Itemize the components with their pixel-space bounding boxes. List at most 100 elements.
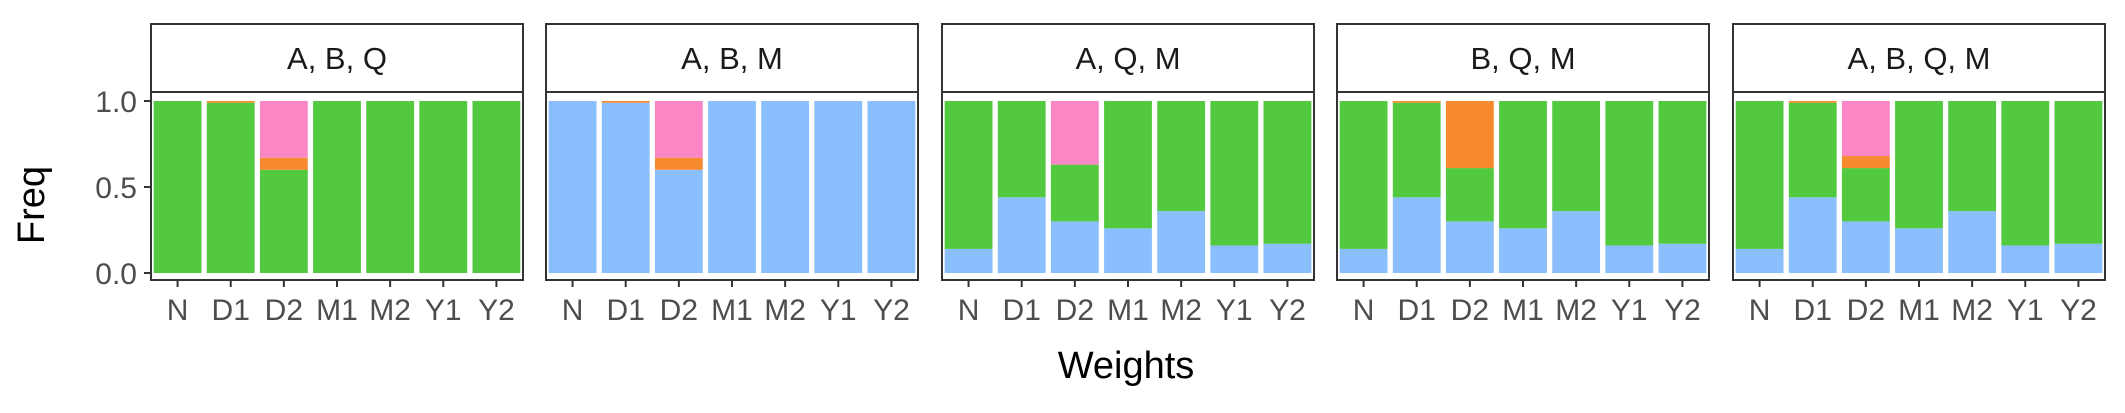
x-tick-label: Y1: [425, 294, 462, 327]
bar-segment-blue: [867, 101, 916, 273]
bar-segment-green: [1339, 101, 1388, 249]
bar-segment-green: [2054, 101, 2103, 244]
x-tick-label: M2: [369, 294, 411, 327]
facet-panel: A, B, Q, M N D1 D2 M1 M2 Y1 Y2: [1732, 23, 2106, 327]
bar-segment-pink: [259, 101, 308, 158]
bar-segment-green: [1499, 101, 1547, 229]
facet-strip-label: B, Q, M: [1470, 41, 1575, 76]
bar-segment-green: [419, 101, 468, 273]
x-tick-label: D2: [1056, 294, 1094, 327]
x-tick-label: Y2: [873, 294, 910, 327]
x-tick-label: N: [167, 294, 189, 327]
bar-segment-green: [1605, 101, 1654, 246]
bar-segment-blue: [1157, 211, 1206, 273]
x-tick-label: D2: [265, 294, 303, 327]
x-tick-label: N: [958, 294, 980, 327]
bar-segment-pink: [654, 101, 703, 158]
bar-segment-blue: [1948, 211, 1997, 273]
bar-segment-green: [206, 102, 255, 273]
bar-segment-blue: [548, 101, 597, 273]
bar-segment-green: [366, 101, 415, 273]
bar-segment-blue: [814, 101, 863, 273]
facet-strip-label: A, Q, M: [1075, 41, 1180, 76]
x-tick-label: Y1: [1611, 294, 1648, 327]
x-tick-label: D2: [1451, 294, 1489, 327]
facet-panel: A, B, M N D1 D2 M1 M2 Y1 Y2: [545, 23, 919, 327]
x-tick-label: M1: [711, 294, 753, 327]
bar-segment-green: [1157, 101, 1206, 212]
x-tick-label: M2: [1951, 294, 1993, 327]
bar-segment-green: [1788, 102, 1837, 198]
bar-segment-orange: [1788, 101, 1837, 103]
bar-segment-blue: [1263, 243, 1312, 273]
facet-strip: [150, 23, 524, 93]
bar-segment-green: [1104, 101, 1152, 229]
bar-segment-blue: [1499, 228, 1547, 273]
bar-segment-green: [1263, 101, 1312, 244]
bar-segment-blue: [1445, 221, 1494, 273]
facet-panel: A, Q, M N D1 D2 M1 M2 Y1 Y2: [941, 23, 1315, 327]
bar-segment-orange: [259, 157, 308, 170]
bar-segment-blue: [1658, 243, 1707, 273]
bar-segment-blue: [1050, 221, 1099, 273]
x-tick-label: D1: [1794, 294, 1832, 327]
bar-segment-blue: [1104, 228, 1152, 273]
x-tick-label: Y1: [820, 294, 857, 327]
x-tick-label: M1: [1898, 294, 1940, 327]
bar-segment-blue: [1392, 197, 1441, 273]
bar-segment-blue: [601, 102, 650, 273]
bar-segment-green: [1445, 168, 1494, 222]
x-tick-label: M1: [316, 294, 358, 327]
bar-segment-green: [153, 101, 202, 273]
bar-segment-green: [313, 101, 361, 273]
bar-segment-blue: [2001, 245, 2050, 273]
x-tick-label: D2: [660, 294, 698, 327]
bar-segment-blue: [1552, 211, 1601, 273]
bar-segment-green: [1392, 102, 1441, 198]
bar-segment-green: [1210, 101, 1259, 246]
x-tick-label: D2: [1847, 294, 1885, 327]
bar-segment-green: [1658, 101, 1707, 244]
facet-strip: [545, 23, 919, 93]
x-tick-label: Y2: [478, 294, 515, 327]
bar-segment-blue: [944, 248, 993, 273]
x-tick-label: N: [1749, 294, 1771, 327]
x-tick-label: Y2: [1664, 294, 1701, 327]
facet-strip: [1336, 23, 1710, 93]
x-tick-label: Y2: [2060, 294, 2097, 327]
bar-segment-green: [1948, 101, 1997, 212]
facet-strip: [941, 23, 1315, 93]
bar-segment-blue: [1735, 248, 1784, 273]
bar-segment-green: [1735, 101, 1784, 249]
bar-segment-blue: [1605, 245, 1654, 273]
y-tick-label: 0.5: [95, 172, 137, 205]
bar-segment-blue: [1339, 248, 1388, 273]
bar-segment-green: [944, 101, 993, 249]
y-axis: 0.0 0.5 1.0: [95, 86, 151, 291]
x-tick-label: N: [1353, 294, 1375, 327]
bar-segment-orange: [654, 157, 703, 170]
bar-segment-green: [2001, 101, 2050, 246]
x-tick-label: D1: [607, 294, 645, 327]
x-tick-label: D1: [1398, 294, 1436, 327]
x-tick-label: M2: [764, 294, 806, 327]
bar-segment-orange: [601, 101, 650, 103]
x-axis-title: Weights: [1058, 345, 1195, 387]
facet-panel: B, Q, M N D1 D2 M1 M2 Y1 Y2: [1336, 23, 1710, 327]
x-tick-label: M1: [1107, 294, 1149, 327]
bar-segment-blue: [997, 197, 1046, 273]
facet-strip-label: A, B, M: [681, 41, 783, 76]
bar-segment-blue: [1788, 197, 1837, 273]
bar-segment-blue: [1210, 245, 1259, 273]
bar-segment-blue: [2054, 243, 2103, 273]
x-tick-label: D1: [212, 294, 250, 327]
x-tick-label: Y1: [2007, 294, 2044, 327]
bar-segment-blue: [1895, 228, 1943, 273]
bar-segment-orange: [1841, 156, 1890, 169]
bar-segment-green: [259, 169, 308, 273]
x-tick-label: N: [562, 294, 584, 327]
x-tick-label: D1: [1003, 294, 1041, 327]
x-tick-label: M2: [1555, 294, 1597, 327]
facet-strip-label: A, B, Q, M: [1848, 41, 1991, 76]
x-tick-label: M2: [1160, 294, 1202, 327]
